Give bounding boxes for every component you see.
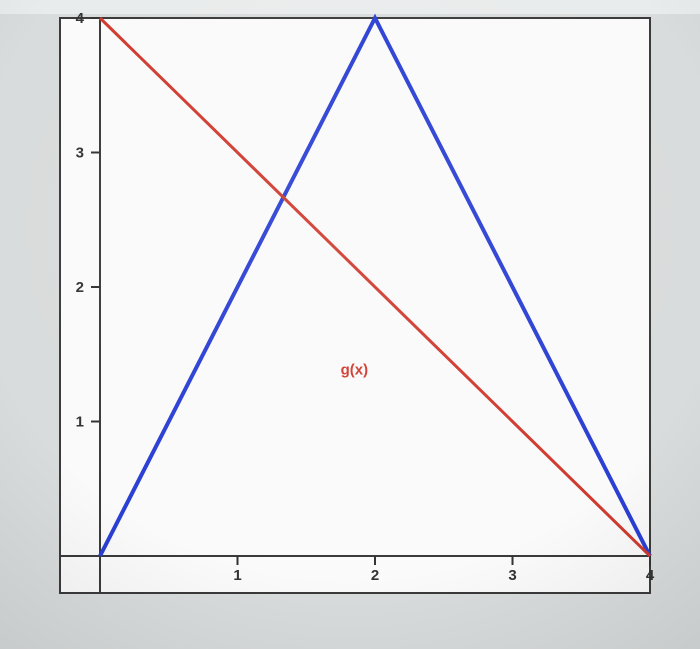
y-tick-label: 4	[76, 10, 85, 27]
chart-svg: 12341234f(x)g(x)	[0, 0, 700, 649]
y-tick-label: 3	[76, 145, 84, 162]
x-tick-label: 3	[508, 567, 516, 584]
series-label-g: g(x)	[341, 361, 369, 378]
x-tick-label: 4	[646, 567, 655, 584]
plot-panel	[60, 18, 650, 593]
y-tick-label: 2	[76, 279, 84, 296]
x-tick-label: 1	[233, 567, 241, 584]
chart-root: 12341234f(x)g(x)	[0, 0, 700, 649]
y-tick-label: 1	[76, 414, 84, 431]
top-band	[0, 0, 700, 14]
x-tick-label: 2	[371, 567, 379, 584]
